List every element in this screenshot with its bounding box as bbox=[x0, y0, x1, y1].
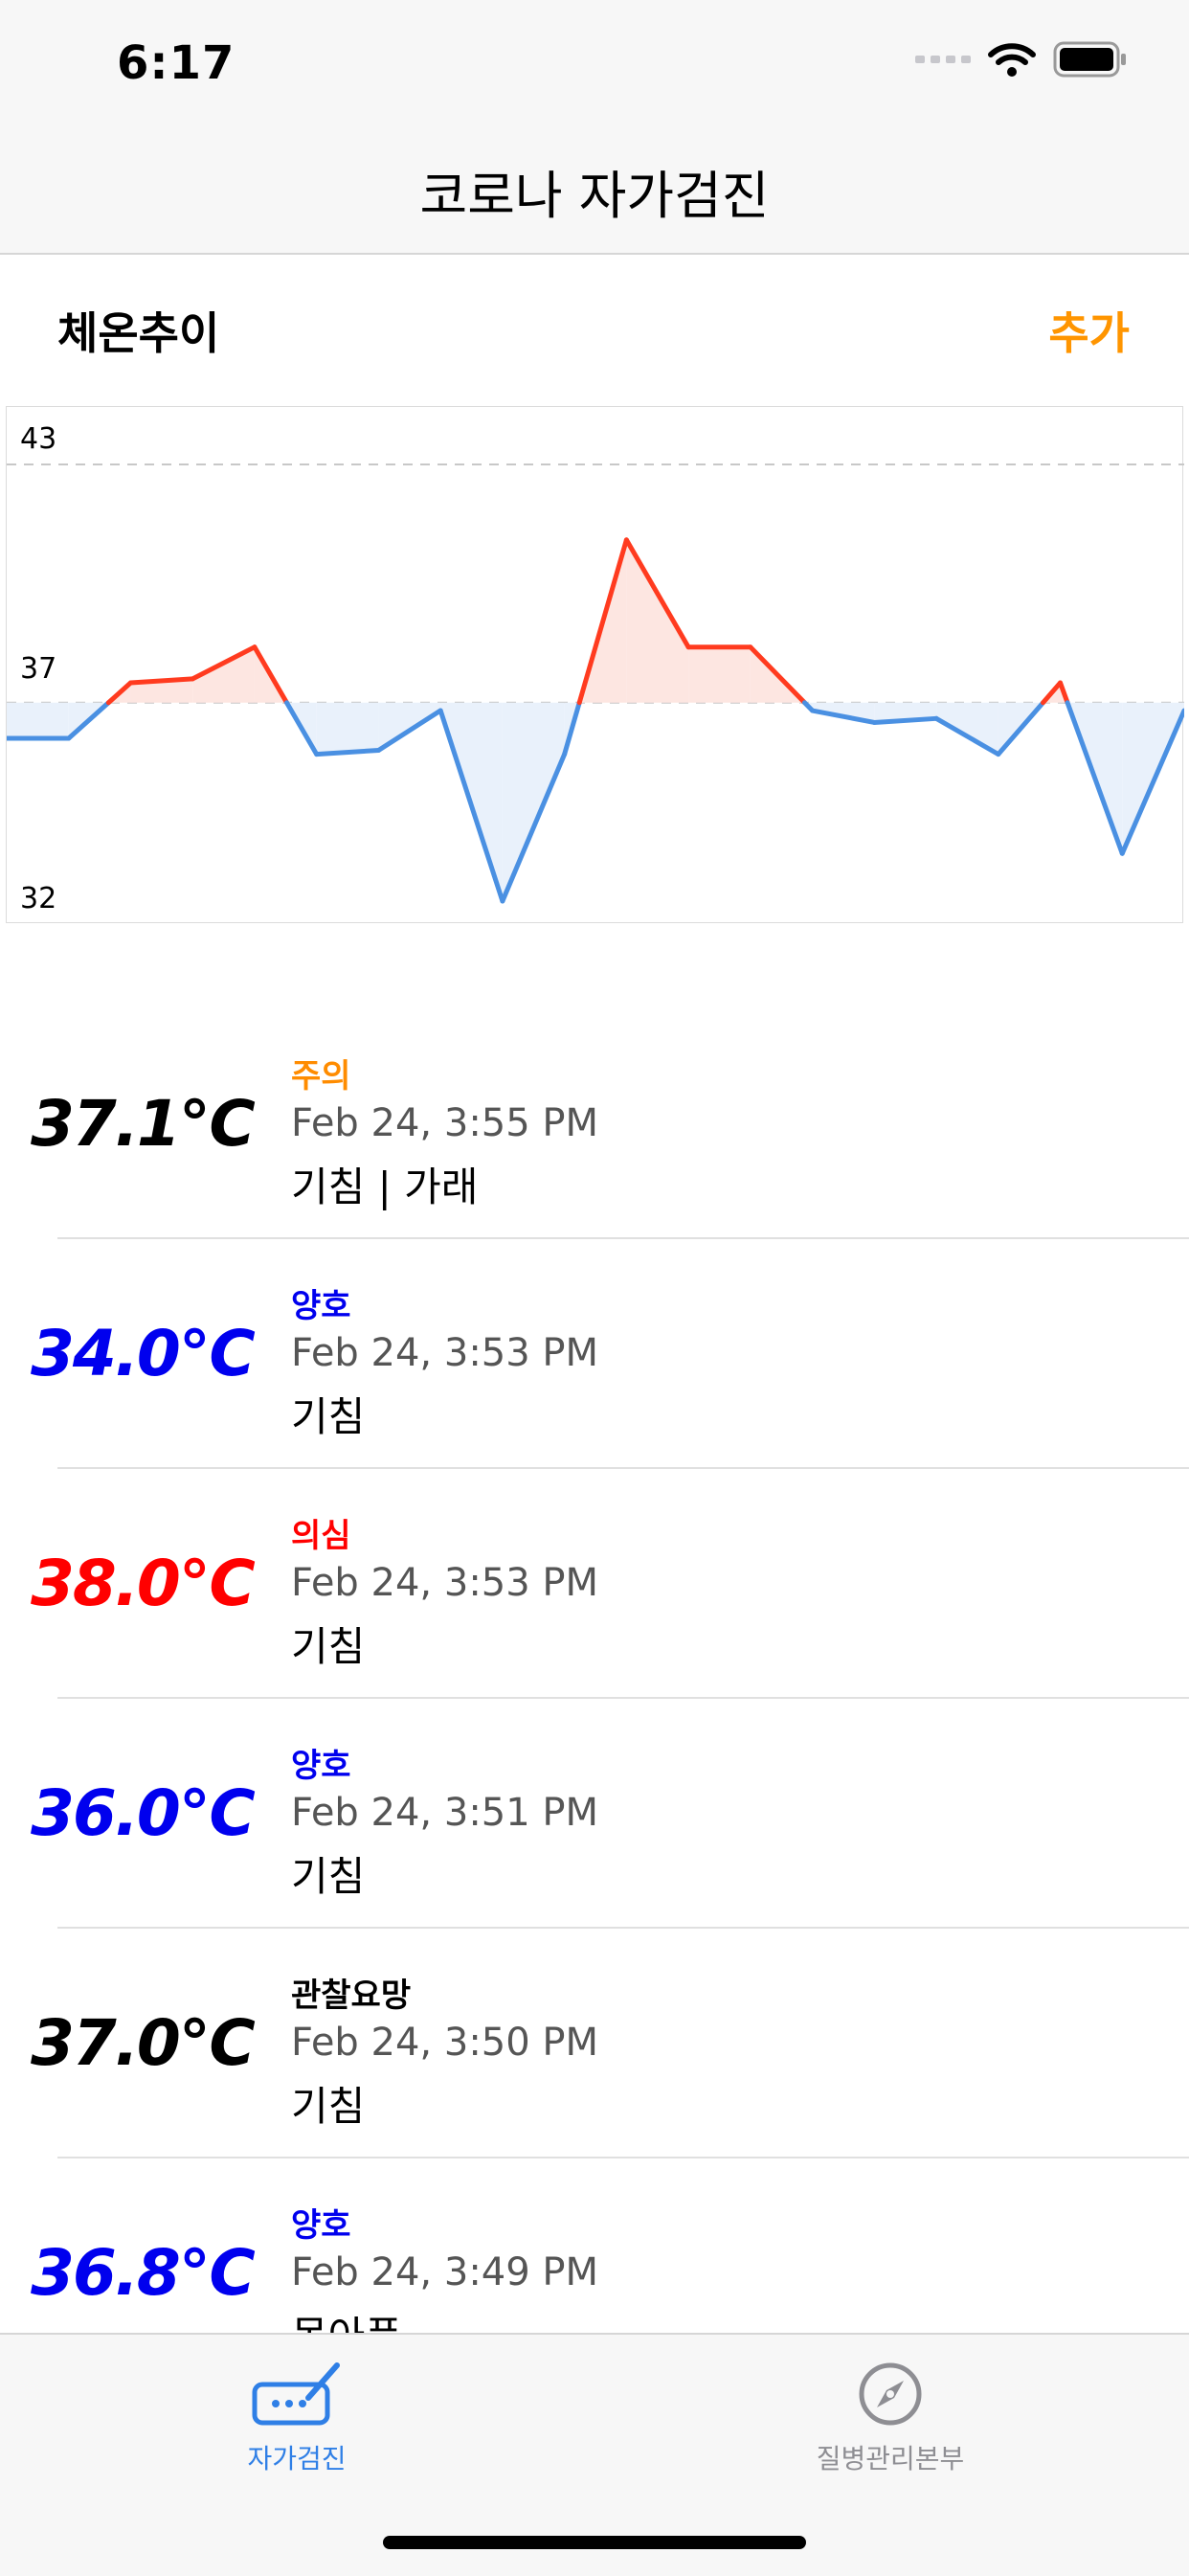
line-segment-normal bbox=[871, 715, 939, 725]
tab-bar: 자가검진 질병관리본부 bbox=[0, 2333, 1189, 2576]
status-label: 주의 bbox=[291, 1057, 351, 1096]
area-fill-high bbox=[626, 539, 689, 703]
tab-label: 자가검진 bbox=[247, 2443, 347, 2474]
temperature-chart: 43 37 32 bbox=[6, 406, 1184, 923]
record-list: 37.1℃ 주의 Feb 24, 3:55 PM 기침 | 가래 34.0℃ 양… bbox=[0, 1009, 1189, 2388]
home-indicator bbox=[383, 2536, 806, 2549]
line-segment-normal bbox=[1065, 700, 1125, 856]
status-label: 양호 bbox=[291, 2206, 351, 2245]
line-segment-normal bbox=[375, 708, 443, 753]
keyboard-pen-icon bbox=[252, 2362, 340, 2426]
area-fill-normal bbox=[68, 702, 109, 739]
add-button[interactable]: 추가 bbox=[1048, 307, 1130, 359]
line-segment-high bbox=[1058, 680, 1070, 706]
navigation-bar: 6:17 코로나 자가검진 bbox=[0, 0, 1189, 255]
list-item[interactable]: 34.0℃ 양호 Feb 24, 3:53 PM 기침 bbox=[0, 1239, 1189, 1469]
chart-plot bbox=[7, 463, 1184, 904]
temperature-value: 38.0℃ bbox=[31, 1547, 256, 1620]
record-date: Feb 24, 3:50 PM bbox=[291, 2021, 599, 2065]
line-segment-high bbox=[748, 644, 807, 706]
line-segment-normal bbox=[500, 752, 568, 904]
temperature-value: 34.0℃ bbox=[31, 1317, 256, 1390]
line-segment-high bbox=[190, 644, 258, 682]
record-date: Feb 24, 3:53 PM bbox=[291, 1331, 599, 1375]
line-segment-high bbox=[127, 676, 195, 686]
record-date: Feb 24, 3:53 PM bbox=[291, 1561, 599, 1605]
line-segment-normal bbox=[284, 700, 320, 757]
line-segment-high bbox=[105, 680, 133, 706]
area-fill-normal bbox=[7, 702, 69, 739]
record-date: Feb 24, 3:55 PM bbox=[291, 1101, 599, 1145]
tab-kcdc[interactable]: 질병관리본부 bbox=[747, 2360, 1034, 2476]
temperature-value: 36.0℃ bbox=[31, 1776, 256, 1850]
tab-label: 질병관리본부 bbox=[816, 2443, 965, 2474]
status-label: 의심 bbox=[291, 1517, 351, 1555]
list-item[interactable]: 36.0℃ 양호 Feb 24, 3:51 PM 기침 bbox=[0, 1699, 1189, 1929]
area-fill-high bbox=[192, 646, 255, 703]
list-item[interactable]: 37.1℃ 주의 Feb 24, 3:55 PM 기침 | 가래 bbox=[0, 1009, 1189, 1239]
status-time: 6:17 bbox=[117, 36, 236, 90]
line-segment-normal bbox=[562, 700, 582, 757]
chart-section-title: 체온추이 bbox=[57, 307, 220, 359]
symptoms-text: 기침 | 가래 bbox=[291, 1164, 479, 1210]
status-label: 양호 bbox=[291, 1747, 351, 1785]
list-item[interactable]: 38.0℃ 의심 Feb 24, 3:53 PM 기침 bbox=[0, 1469, 1189, 1699]
area-fill-normal bbox=[936, 702, 998, 755]
page-title: 코로나 자가검진 bbox=[419, 166, 770, 226]
row-divider bbox=[57, 1927, 1189, 1929]
y-tick-label: 32 bbox=[20, 882, 57, 915]
battery-icon bbox=[1053, 41, 1126, 78]
row-divider bbox=[57, 1697, 1189, 1699]
temperature-value: 37.1℃ bbox=[31, 1087, 256, 1161]
symptoms-text: 기침 bbox=[291, 2083, 366, 2130]
y-tick-label: 43 bbox=[20, 422, 57, 456]
line-segment-normal bbox=[810, 708, 877, 725]
line-segment-high bbox=[252, 644, 290, 706]
area-fill-normal bbox=[316, 702, 379, 755]
line-segment-high bbox=[576, 537, 629, 706]
line-segment-high bbox=[1041, 680, 1064, 706]
record-date: Feb 24, 3:49 PM bbox=[291, 2250, 599, 2294]
line-segment-normal bbox=[1119, 708, 1184, 856]
area-fill-high bbox=[688, 646, 751, 703]
row-divider bbox=[57, 2157, 1189, 2158]
line-segment-high bbox=[623, 537, 691, 650]
row-divider bbox=[57, 1237, 1189, 1239]
row-divider bbox=[57, 1467, 1189, 1469]
status-icons bbox=[915, 40, 1128, 79]
temperature-value: 37.0℃ bbox=[31, 2006, 256, 2080]
line-segment-normal bbox=[66, 700, 111, 741]
line-segment-normal bbox=[933, 715, 1001, 757]
symptoms-text: 기침 bbox=[291, 1853, 366, 1900]
signal-icon bbox=[915, 56, 971, 63]
line-segment-normal bbox=[314, 747, 381, 757]
compass-icon bbox=[859, 2362, 922, 2426]
list-item[interactable]: 37.0℃ 관찰요망 Feb 24, 3:50 PM 기침 bbox=[0, 1929, 1189, 2158]
wifi-icon bbox=[988, 43, 1036, 77]
symptoms-text: 기침 bbox=[291, 1393, 366, 1440]
y-tick-label: 37 bbox=[20, 652, 57, 686]
area-fill-normal bbox=[502, 702, 565, 901]
record-date: Feb 24, 3:51 PM bbox=[291, 1791, 599, 1835]
symptoms-text: 기침 bbox=[291, 1623, 366, 1670]
area-fill-high bbox=[130, 678, 193, 703]
temperature-value: 36.8℃ bbox=[31, 2236, 256, 2310]
line-segment-normal bbox=[996, 700, 1046, 757]
line-segment-normal bbox=[437, 708, 505, 904]
status-label: 관찰요망 bbox=[291, 1977, 412, 2015]
tab-self-check[interactable]: 자가검진 bbox=[153, 2360, 440, 2476]
status-label: 양호 bbox=[291, 1287, 351, 1325]
